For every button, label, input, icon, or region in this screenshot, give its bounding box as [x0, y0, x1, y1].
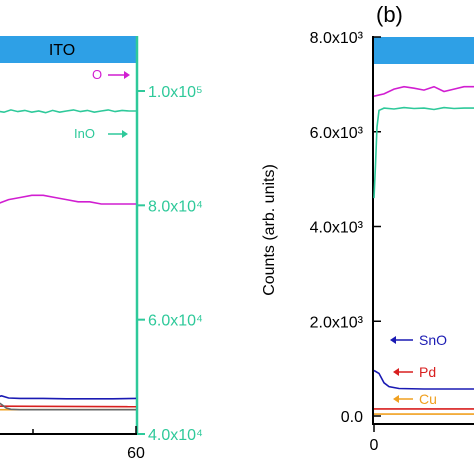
panel-a-series: [0, 109, 137, 411]
panel-a-series-ino: [0, 109, 136, 114]
panel-b-y-tick-label-1: 2.0x10³: [310, 314, 364, 331]
panel-b-series-sno: [373, 369, 474, 390]
panel-a-right-tick-label-3: 1.0x10⁵: [148, 84, 203, 101]
panel-b: (b) 0 Counts (arb. units) 0.0 2.0x10³ 4.0x…: [261, 2, 474, 454]
panel-b-series-unlabeled-1: [373, 106, 474, 199]
series-label-cu: Cu: [419, 391, 437, 407]
series-label-pd: Pd: [419, 364, 436, 380]
panel-b-y-ticks: 0.0 2.0x10³ 4.0x10³ 6.0x10³ 8.0x10³: [310, 30, 381, 426]
panel-b-x-tick-label: 0: [370, 437, 379, 454]
panel-b-y-tick-label-0: 0.0: [341, 409, 363, 426]
panel-b-y-axis-title: Counts (arb. units): [261, 164, 278, 296]
panel-b-y-tick-label-4: 8.0x10³: [310, 30, 364, 47]
panel-a-right-tick-label-1: 6.0x10⁴: [148, 313, 203, 330]
arrow-o-icon: [108, 71, 130, 79]
series-label-ino: InO: [74, 126, 95, 141]
panel-a-right-ticks: 4.0x10⁴ 6.0x10⁴ 8.0x10⁴ 1.0x10⁵: [137, 84, 203, 444]
arrow-ino-icon: [108, 130, 128, 138]
panel-a-right-tick-label-0: 4.0x10⁴: [148, 427, 203, 444]
ito-band: [0, 36, 136, 63]
arrow-pd-icon: [393, 368, 413, 376]
ito-band-label: ITO: [49, 42, 75, 59]
series-label-sno: SnO: [419, 332, 447, 348]
arrow-sno-icon: [390, 336, 413, 344]
panel-b-band: [373, 37, 474, 64]
panel-a: ITO 60 4.0x10⁴ 6.0x10⁴ 8.0x10⁴ 1.0x10⁵ O In…: [0, 36, 203, 462]
panel-b-y-tick-label-3: 6.0x10³: [310, 125, 364, 142]
panel-a-series-o: [0, 194, 136, 205]
panel-a-x-tick-label: 60: [127, 445, 145, 462]
panel-a-series-unlabeled-2: [0, 394, 137, 400]
panel-a-right-tick-label-2: 8.0x10⁴: [148, 198, 203, 215]
panel-a-series-unlabeled-3: [0, 405, 137, 408]
panel-b-y-tick-label-2: 4.0x10³: [310, 220, 364, 237]
panel-b-series-unlabeled-0: [373, 85, 474, 97]
panel-a-series-unlabeled-5: [0, 402, 136, 411]
arrow-cu-icon: [393, 395, 413, 403]
panel-b-label: (b): [376, 2, 403, 27]
panel-b-series: [373, 85, 474, 415]
series-label-o: O: [92, 67, 102, 82]
